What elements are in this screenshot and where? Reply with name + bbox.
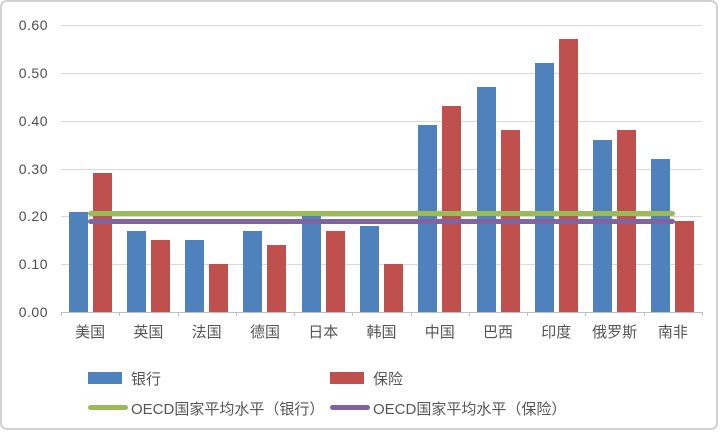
x-axis-label: 韩国: [366, 324, 397, 341]
axis-tick: [643, 312, 645, 316]
bar-insurance: [325, 230, 345, 312]
axis-tick: [61, 312, 62, 316]
bar-bank: [68, 211, 88, 312]
x-axis-label: 英国: [133, 324, 164, 341]
axis-tick: [177, 312, 179, 316]
bar-bank: [651, 158, 671, 312]
legend-label-insurance: 保险: [373, 371, 404, 388]
legend-swatch-insurance: [330, 372, 364, 384]
legend-label-oecd-insurance-avg: OECD国家平均水平（保险）: [373, 401, 567, 418]
axis-tick: [352, 312, 354, 316]
bar-bank: [476, 87, 496, 312]
bar-bank: [360, 225, 379, 312]
x-axis-label: 印度: [541, 324, 572, 341]
x-axis-label: 俄罗斯: [592, 324, 638, 341]
axis-tick: [235, 312, 237, 316]
bar-insurance: [267, 245, 287, 312]
bar-bank: [126, 230, 146, 312]
y-tick-label: 0.30: [18, 160, 48, 177]
axis-tick: [585, 312, 587, 316]
bar-bank: [534, 63, 554, 312]
bar-insurance: [442, 106, 462, 312]
x-axis-label: 德国: [249, 324, 280, 341]
bar-bank: [301, 216, 321, 312]
y-tick-label: 0.50: [18, 64, 48, 81]
y-tick-label: 0.40: [18, 112, 48, 129]
bar-insurance: [675, 221, 695, 312]
bar-insurance: [150, 240, 170, 312]
x-axis-line: [61, 312, 702, 313]
y-tick-label: 0.60: [18, 17, 48, 33]
bar-bank: [593, 139, 613, 312]
axis-tick: [527, 312, 529, 316]
x-axis-label: 巴西: [483, 324, 514, 341]
bar-insurance: [558, 39, 578, 312]
axis-tick: [702, 312, 703, 316]
bar-bank: [185, 240, 205, 312]
legend-swatch-oecd-insurance-avg: [330, 405, 370, 410]
axis-tick: [468, 312, 470, 316]
bar-insurance: [384, 264, 403, 312]
x-axis-label: 南非: [657, 324, 688, 341]
gridline: [61, 264, 702, 266]
y-tick-label: 0.00: [18, 304, 48, 320]
gridline: [61, 25, 702, 26]
x-axis-label: 美国: [75, 324, 106, 341]
axis-tick: [294, 312, 296, 316]
x-axis-label: 日本: [308, 324, 339, 341]
gridline: [61, 168, 702, 170]
x-axis-label: 中国: [424, 324, 455, 341]
legend-label-bank: 银行: [131, 371, 162, 388]
gridline: [61, 216, 702, 218]
y-tick-label: 0.20: [18, 208, 48, 225]
oecd-insurance-avg-line: [88, 218, 675, 224]
gridline: [61, 120, 702, 122]
bar-insurance: [209, 264, 229, 312]
y-tick-label: 0.10: [18, 256, 48, 273]
bar-bank: [243, 230, 263, 312]
legend-swatch-bank: [88, 372, 122, 384]
x-axis-label: 法国: [191, 324, 222, 341]
axis-tick: [410, 312, 412, 316]
legend-swatch-oecd-bank-avg: [88, 405, 128, 410]
bar-insurance: [92, 173, 112, 312]
legend-label-oecd-bank-avg: OECD国家平均水平（银行）: [131, 401, 325, 418]
gridline: [61, 72, 702, 74]
axis-tick: [119, 312, 121, 316]
oecd-bank-avg-line: [88, 211, 675, 217]
